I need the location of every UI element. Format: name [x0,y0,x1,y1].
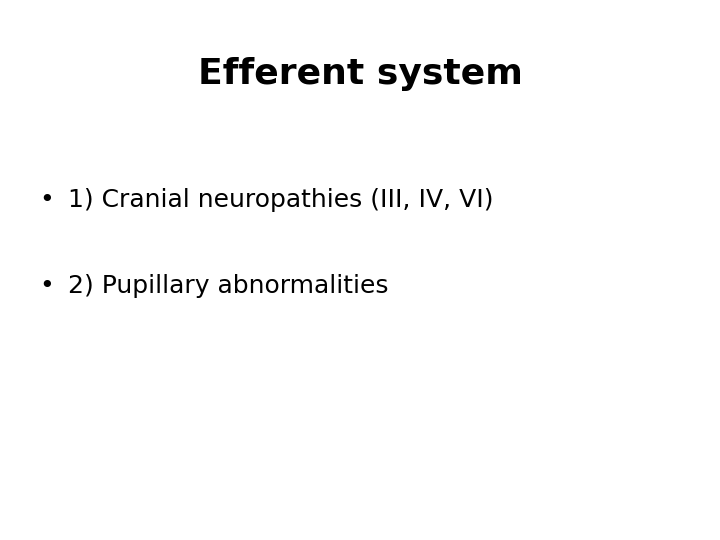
Text: Efferent system: Efferent system [197,57,523,91]
Text: •: • [40,188,54,212]
Text: 2) Pupillary abnormalities: 2) Pupillary abnormalities [68,274,389,298]
Text: •: • [40,274,54,298]
Text: 1) Cranial neuropathies (III, IV, VI): 1) Cranial neuropathies (III, IV, VI) [68,188,494,212]
